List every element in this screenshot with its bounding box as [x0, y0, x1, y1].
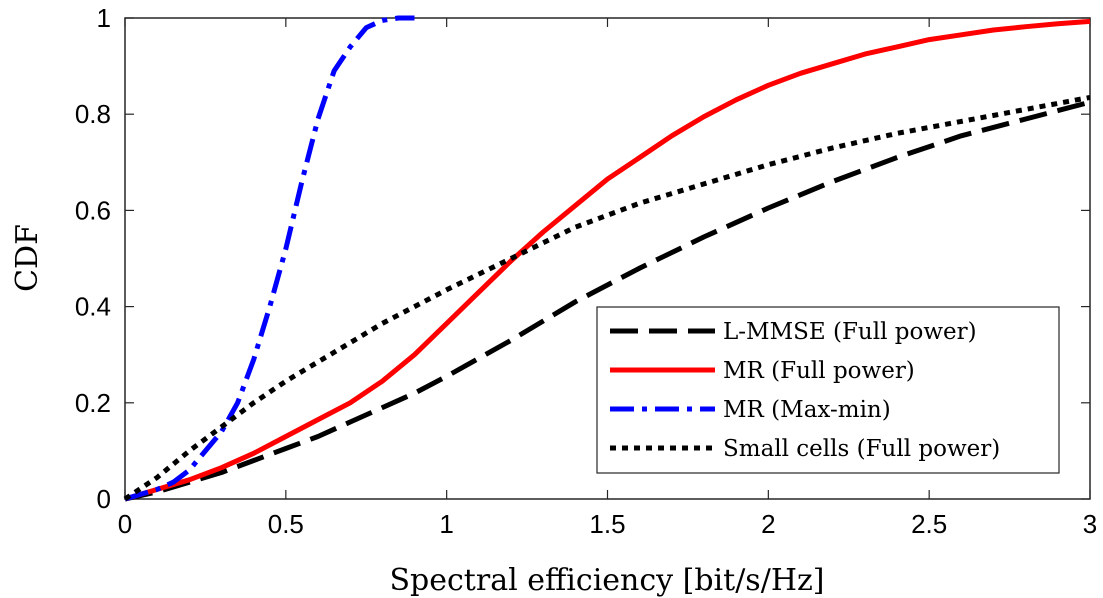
x-axis-title: Spectral efficiency [bit/s/Hz] [390, 563, 825, 598]
y-tick-label: 1 [97, 3, 111, 33]
legend-box [596, 306, 1060, 474]
x-tick-label: 2 [761, 509, 775, 539]
series-line-4 [123, 94, 1091, 502]
x-tick-label: 1.5 [589, 509, 625, 539]
series-line-2 [124, 18, 1091, 502]
legend-label-2: MR (Full power) [723, 358, 915, 384]
x-tick-label: 0 [118, 509, 132, 539]
legend-label-3: MR (Max-min) [723, 397, 891, 423]
x-tick-label: 2.5 [911, 509, 947, 539]
x-tick-label: 3 [1083, 509, 1097, 539]
axis-ticks: 0 0.5 1 1.5 2 2.5 3 0 0.2 0.4 0.6 0.8 1 [75, 3, 1097, 539]
legend-label-4: Small cells (Full power) [723, 436, 1000, 462]
y-axis-title: CDF [10, 224, 45, 292]
y-tick-label: 0 [97, 484, 111, 514]
x-tick-label: 1 [439, 509, 453, 539]
y-tick-label: 0.6 [75, 195, 111, 225]
x-tick-label: 0.5 [268, 509, 304, 539]
series-line-1 [124, 99, 1091, 502]
legend-label-1: L-MMSE (Full power) [723, 319, 977, 345]
series-line-3 [124, 15, 415, 502]
series-layer [123, 15, 1091, 502]
legend: L-MMSE (Full power) MR (Full power) MR (Ma… [596, 306, 1060, 474]
y-tick-label: 0.2 [75, 388, 111, 418]
y-tick-label: 0.8 [75, 99, 111, 129]
y-tick-label: 0.4 [75, 292, 111, 322]
